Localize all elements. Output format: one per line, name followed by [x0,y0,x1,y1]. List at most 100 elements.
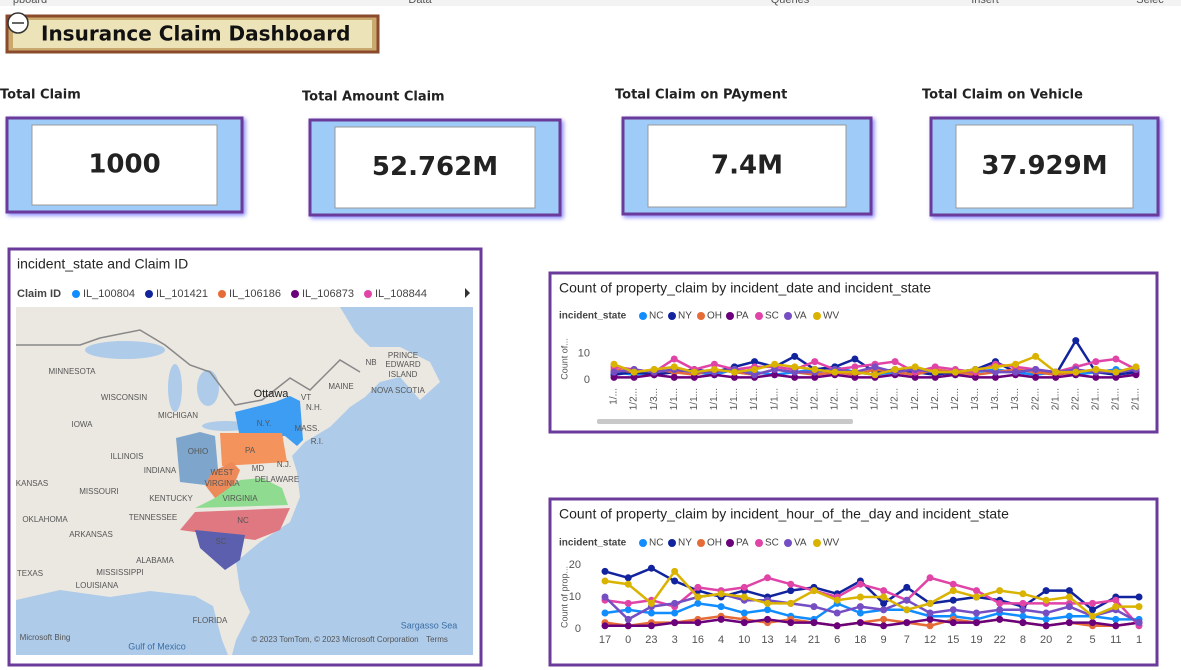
data-point [624,599,632,607]
x-tick-label: 1/2... [890,388,901,410]
map-label: ARKANSAS [69,530,113,539]
state-sc [195,530,245,570]
data-point [671,567,679,575]
data-point [833,622,841,630]
data-point [926,615,934,623]
data-point [740,583,748,591]
data-point [1042,609,1050,617]
data-point [931,373,939,381]
map-label: PA [245,446,256,455]
legend-label: VA [794,311,807,322]
data-point [856,580,864,588]
map-label: NOVA SCOTIA [371,386,425,395]
map-title: incident_state and Claim ID [17,256,188,272]
data-point [903,583,911,591]
map-label: Sargasso Sea [401,620,458,630]
card-value: 7.4M [711,151,783,181]
data-point [831,368,839,376]
x-tick-label: 19 [970,634,982,646]
legend-title: Claim ID [17,288,61,300]
data-point [880,606,888,614]
legend-label: IL_108844 [375,288,427,300]
data-point [694,619,702,627]
data-point [751,371,759,379]
gulf [16,590,228,655]
chart-title: Count of property_claim by incident_date… [559,280,931,296]
x-tick-label: 1/2... [789,388,800,410]
toolbar-label: Insert [971,0,999,6]
x-tick-label: 0 [625,634,631,646]
data-point [931,363,939,371]
data-point [972,619,980,627]
x-tick-label: 1/2... [850,388,861,410]
ocean [232,307,473,655]
legend-swatch [145,290,153,298]
legend-label: OH [707,538,722,549]
toolbar-strip [0,0,1181,6]
map-label: Terms [426,635,448,644]
map-label: TENNESSEE [129,513,177,522]
x-tick-label: 2/1... [1131,388,1142,410]
data-point [601,577,609,585]
data-point [740,593,748,601]
x-tick-label: 5 [1090,634,1096,646]
data-point [771,366,779,373]
data-point [1112,596,1120,604]
map-label: Microsoft Bing [20,633,71,642]
x-tick-label: 2/2... [1070,388,1081,410]
map-label: FLORIDA [193,616,228,625]
data-point [1042,587,1050,595]
map-label: N.J. [277,460,291,469]
map-label: PRINCE [388,351,418,360]
map-label: WEST [210,468,233,477]
data-point [1135,593,1143,601]
data-point [1019,590,1027,598]
x-tick-label: 1/3... [1010,388,1021,410]
data-point [810,603,818,611]
map-label: MICHIGAN [158,411,198,420]
legend-label: NC [649,538,663,549]
x-tick-label: 6 [834,634,840,646]
data-point [1112,355,1120,363]
card-label: Total Amount Claim [302,90,445,105]
data-point [771,360,779,368]
x-tick-label: 4 [718,634,724,646]
data-point [1112,622,1120,630]
data-point [1019,599,1027,607]
data-point [1135,603,1143,611]
legend-label: NC [649,311,663,322]
y-axis-title: Count of prop... [559,566,569,628]
data-point [1042,622,1050,630]
x-tick-label: 1/2... [930,388,941,410]
y-axis-title: Count of... [559,338,569,380]
data-point [856,619,864,627]
legend-swatch [291,290,299,298]
x-tick-label: 18 [854,634,866,646]
x-tick-label: 1/2... [629,388,640,410]
data-point [1065,587,1073,595]
legend-swatch [697,539,705,547]
x-tick-label: 10 [738,634,750,646]
legend-label: IL_106873 [302,288,354,300]
data-point [694,593,702,601]
data-point [856,603,864,611]
x-tick-label: 1/2... [829,388,840,410]
series-line [605,618,1140,628]
data-point [1052,373,1060,381]
map-label: KANSAS [16,479,48,488]
data-point [787,619,795,627]
x-tick-label: 1/... [609,388,620,405]
title-inner [13,20,372,48]
series-line [604,576,1140,627]
data-point [891,366,899,373]
data-point [1032,366,1040,373]
data-point [1052,368,1060,376]
data-point [647,564,655,572]
data-point [624,574,632,582]
card-value: 1000 [88,150,160,180]
data-point [710,366,718,373]
scrollbar[interactable] [597,419,853,424]
data-point [851,355,859,363]
x-tick-label: 1/1... [669,388,680,410]
legend-scroll-arrow[interactable] [465,288,470,298]
